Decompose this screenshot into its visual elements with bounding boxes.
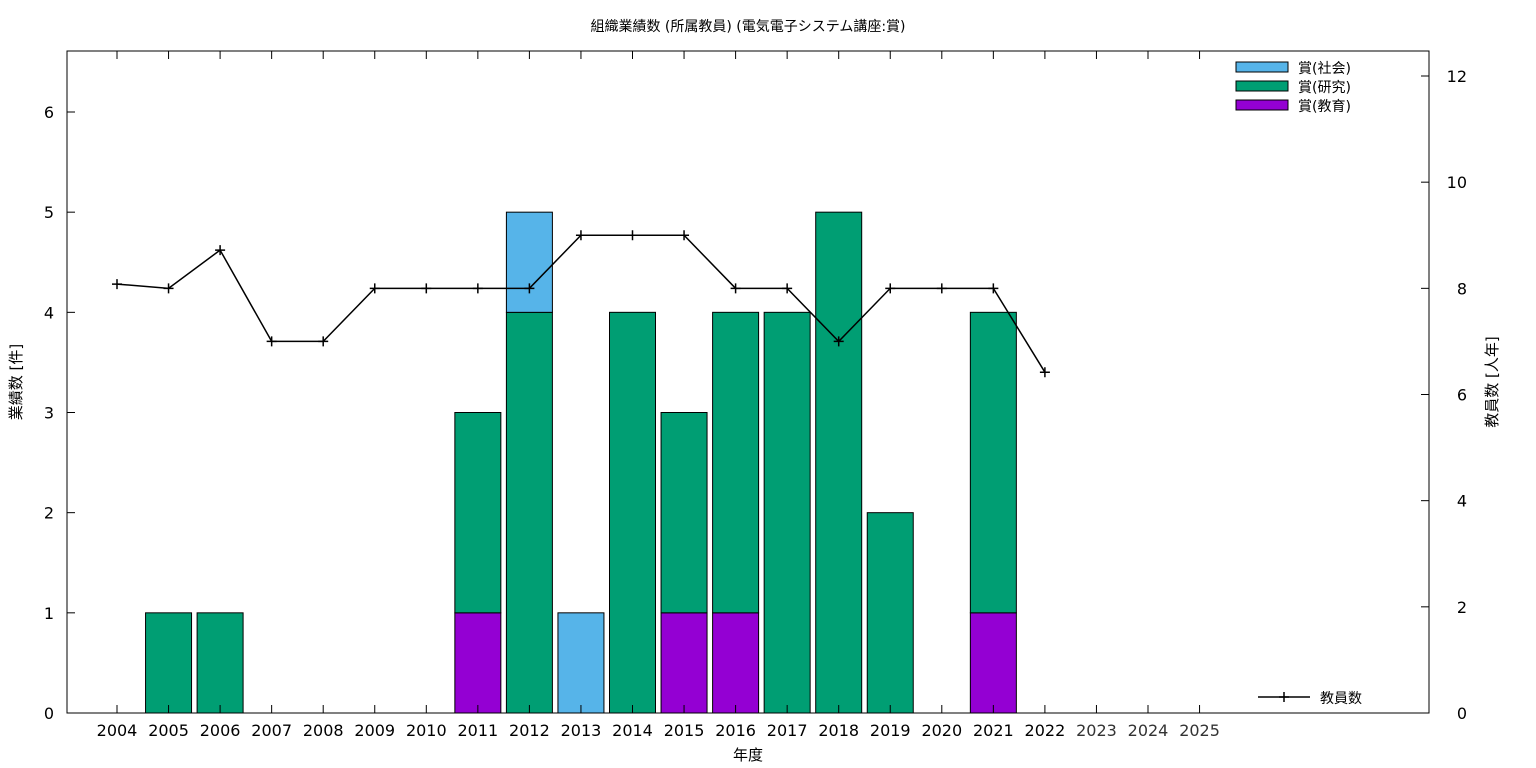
y2-tick-label-4: 4 — [1457, 492, 1467, 511]
x-tick-label-2023: 2023 — [1076, 721, 1117, 740]
teacher-count-point-2018 — [833, 336, 844, 347]
bar-2017-series-1 — [763, 311, 811, 714]
y2-tick-label-8: 8 — [1457, 279, 1467, 298]
teacher-count-point-2022 — [1039, 367, 1050, 378]
y2-tick-label-12: 12 — [1447, 67, 1467, 86]
legend: 賞(社会) 賞(研究) 賞(教育) 教員数 — [1235, 61, 1362, 707]
bar-2012-series-1 — [505, 311, 553, 714]
y-tick-label-2: 2 — [44, 504, 54, 523]
teacher-count-point-2006 — [215, 245, 226, 256]
y2-tick-label-10: 10 — [1447, 173, 1467, 192]
teacher-count-point-2012 — [524, 283, 535, 294]
teacher-count-line-layer — [112, 230, 1050, 378]
legend-swatch-0 — [1235, 61, 1289, 73]
x-tick-label-2005: 2005 — [148, 721, 189, 740]
bar-2016-series-0 — [712, 612, 760, 714]
x-tick-label-2010: 2010 — [406, 721, 447, 740]
y-axis-label: 業績数 [件] — [7, 344, 25, 420]
x-tick-label-2004: 2004 — [97, 721, 138, 740]
bar-2021-series-0 — [969, 612, 1017, 714]
bar-2012-series-2 — [505, 211, 553, 313]
x-tick-label-2022: 2022 — [1025, 721, 1066, 740]
y-tick-label-1: 1 — [44, 604, 54, 623]
x-tick-label-2013: 2013 — [561, 721, 602, 740]
y2-axis-label: 教員数 [人年] — [1483, 336, 1501, 427]
teacher-count-point-2014 — [627, 230, 638, 241]
chart-title: 組織業績数 (所属教員) (電気電子システム講座:賞) — [590, 19, 905, 35]
teacher-count-point-2020 — [936, 283, 947, 294]
bar-2014-series-1 — [609, 311, 656, 714]
bar-2015-series-0 — [660, 612, 708, 714]
bar-2005-series-1 — [145, 612, 193, 714]
x-tick-label-2009: 2009 — [354, 721, 395, 740]
y-tick-label-6: 6 — [44, 103, 54, 122]
y-tick-label-3: 3 — [44, 404, 54, 423]
y2-tick-label-6: 6 — [1457, 386, 1467, 405]
x-tick-label-2011: 2011 — [457, 721, 498, 740]
teacher-count-point-2011 — [472, 283, 483, 294]
bar-2016-series-1 — [712, 311, 760, 614]
teacher-count-point-2007 — [266, 336, 277, 347]
teacher-count-point-2017 — [782, 283, 793, 294]
x-tick-label-2017: 2017 — [767, 721, 808, 740]
x-tick-label-2015: 2015 — [664, 721, 705, 740]
legend-swatch-1 — [1235, 80, 1289, 92]
legend-label-1: 賞(研究) — [1298, 80, 1351, 96]
teacher-count-line — [116, 234, 1046, 373]
teacher-count-point-2021 — [988, 283, 999, 294]
teacher-count-point-2008 — [318, 336, 329, 347]
x-tick-label-2007: 2007 — [251, 721, 292, 740]
bar-2013-series-2 — [557, 612, 605, 714]
bar-2018-series-1 — [815, 211, 863, 714]
teacher-count-point-2013 — [575, 230, 586, 241]
legend-label-0: 賞(社会) — [1298, 61, 1351, 77]
teacher-count-point-2015 — [679, 230, 690, 241]
teacher-count-point-2005 — [163, 283, 174, 294]
x-tick-label-2019: 2019 — [870, 721, 911, 740]
bar-2015-series-1 — [660, 412, 708, 614]
teacher-count-point-2019 — [885, 283, 896, 294]
bar-2021-series-1 — [969, 311, 1017, 614]
x-tick-label-2012: 2012 — [509, 721, 550, 740]
y-tick-label-0: 0 — [44, 704, 54, 723]
teacher-count-point-2009 — [369, 283, 380, 294]
bar-2011-series-1 — [454, 412, 502, 614]
legend-label-line: 教員数 — [1320, 691, 1362, 707]
y-tick-label-4: 4 — [44, 303, 54, 322]
teacher-count-point-2004 — [112, 279, 122, 290]
x-tick-label-2014: 2014 — [612, 721, 653, 740]
x-tick-label-2025: 2025 — [1179, 721, 1220, 740]
x-tick-label-2021: 2021 — [973, 721, 1014, 740]
x-tick-label-2024: 2024 — [1128, 721, 1169, 740]
legend-label-2: 賞(教育) — [1298, 99, 1351, 115]
x-axis-label: 年度 — [733, 746, 763, 764]
y2-tick-label-2: 2 — [1457, 598, 1467, 617]
x-tick-label-2008: 2008 — [303, 721, 344, 740]
x-tick-label-2020: 2020 — [921, 721, 962, 740]
teacher-count-point-2010 — [421, 283, 432, 294]
y2-tick-label-0: 0 — [1457, 704, 1467, 723]
bar-2011-series-0 — [454, 612, 502, 714]
bar-2019-series-1 — [866, 512, 914, 714]
legend-swatch-2 — [1235, 99, 1289, 111]
x-tick-label-2016: 2016 — [715, 721, 756, 740]
teacher-count-point-2016 — [730, 283, 741, 294]
x-tick-label-2006: 2006 — [200, 721, 241, 740]
bar-2006-series-1 — [196, 612, 244, 714]
legend-line-marker — [1279, 692, 1289, 702]
x-tick-label-2018: 2018 — [818, 721, 859, 740]
bars-layer — [145, 211, 1017, 714]
y-tick-label-5: 5 — [44, 203, 54, 222]
